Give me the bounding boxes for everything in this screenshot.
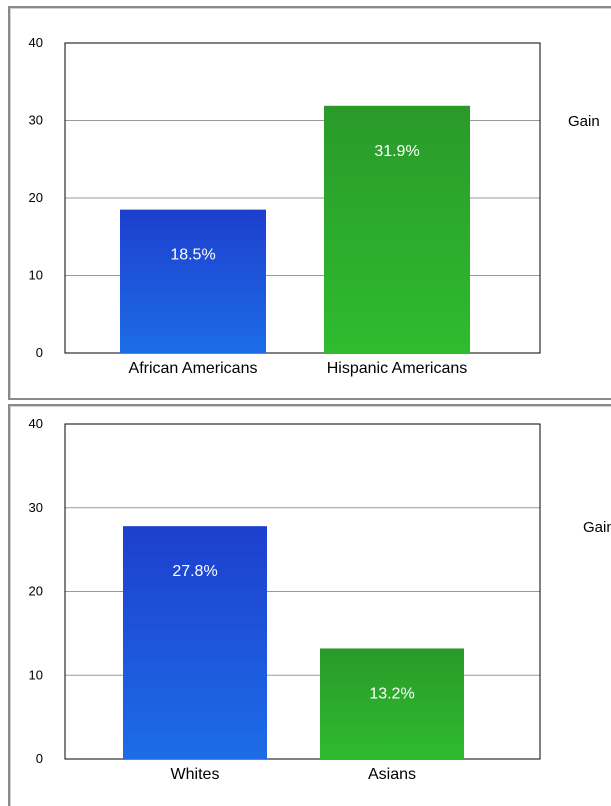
data-label: 13.2% [369,685,414,702]
y-tick-label: 30 [29,113,43,128]
data-label: 31.9% [374,143,419,160]
y-tick-label: 20 [29,190,43,205]
chart-panel-bottom: 0 10 20 30 40 27.8% Whites 13.2% Asians Gain [8,404,611,806]
y-tick-label: 40 [29,35,43,50]
data-label: 18.5% [170,247,215,264]
chart-panel-top: 0 10 20 30 40 18.5% African Americans 31.9% Hisp… [8,6,611,400]
data-label: 27.8% [172,563,217,580]
plot-area [64,42,541,354]
legend-label: Gain [583,519,611,536]
x-category-label: African Americans [129,360,258,377]
bar-asians [320,648,464,759]
y-tick-label: 10 [29,268,43,283]
legend-label: Gain [568,113,600,130]
bar-chart-bottom: 0 10 20 30 40 27.8% Whites 13.2% Asians Gain [29,416,611,783]
bar-chart-top: 0 10 20 30 40 18.5% African Americans 31.9% Hisp… [29,35,600,377]
y-tick-label: 30 [29,500,43,515]
x-category-label: Whites [171,766,220,783]
plot-area [64,423,541,760]
bar-whites [123,526,267,759]
y-tick-label: 0 [36,345,43,360]
y-tick-label: 10 [29,667,43,682]
bar-hispanic-americans [324,105,470,354]
x-category-label: Asians [368,766,416,783]
x-category-label: Hispanic Americans [327,360,468,377]
bar-african-americans [120,209,266,353]
y-tick-label: 20 [29,584,43,599]
y-tick-label: 0 [36,751,43,766]
y-tick-label: 40 [29,416,43,431]
